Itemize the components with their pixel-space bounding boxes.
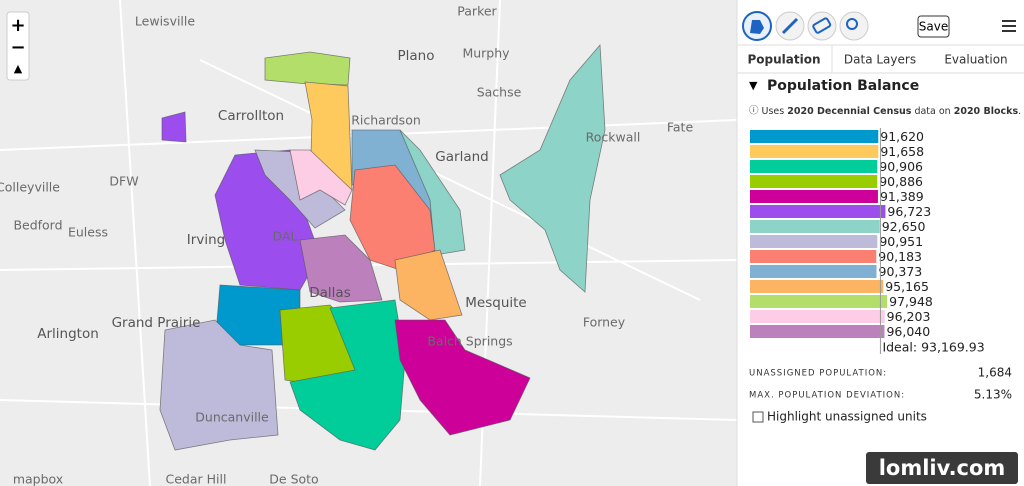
bar-label: 97,948	[889, 294, 933, 309]
map-label: Mesquite	[465, 295, 526, 311]
bar	[750, 265, 877, 278]
bar-label: 91,620	[880, 129, 924, 144]
note-text: Uses	[762, 106, 788, 117]
eraser-icon	[812, 17, 832, 34]
zoom-controls[interactable]: + − ▲	[6, 11, 30, 81]
map-label: Cedar Hill	[166, 472, 227, 486]
map-label: Sachse	[477, 85, 522, 100]
map-label: Balch Springs	[427, 334, 512, 349]
search-tool[interactable]	[839, 11, 869, 41]
map-label: Plano	[398, 48, 435, 64]
population-chart: 91,62091,65890,90690,88691,38996,72392,6…	[750, 128, 985, 355]
map-label: Duncanville	[195, 410, 269, 425]
bar	[750, 130, 879, 143]
note-text: data on	[911, 106, 953, 117]
map-label: DFW	[109, 174, 138, 189]
stat-label: MAX. POPULATION DEVIATION:	[749, 391, 905, 401]
ideal-label: Ideal: 93,169.93	[882, 340, 984, 355]
map-label: DAL	[273, 229, 298, 244]
note-bold: 2020 Blocks	[954, 106, 1019, 117]
bar-label: 90,951	[879, 234, 923, 249]
info-note: ⓘ Uses 2020 Decennial Census data on 202…	[749, 106, 1021, 117]
watermark: lomliv.com	[879, 456, 1006, 480]
tabs: Population Data Layers Evaluation	[737, 44, 1024, 74]
stat-value: 5.13%	[974, 388, 1012, 402]
bar	[750, 220, 880, 233]
zoom-in[interactable]: +	[10, 15, 25, 36]
save-label: Save	[919, 20, 948, 34]
bar-label: 91,658	[880, 144, 924, 159]
map-label: Lewisville	[135, 14, 195, 29]
map-label: Dallas	[309, 285, 350, 301]
bar-label: 90,183	[878, 249, 922, 264]
map-label: mapbox	[13, 472, 63, 486]
checkbox[interactable]	[752, 411, 764, 423]
bar	[750, 295, 888, 308]
bar	[750, 325, 885, 338]
bar	[750, 160, 878, 173]
map-label: Fate	[667, 120, 694, 135]
bar-label: 96,203	[887, 309, 931, 324]
map-label: De Soto	[269, 472, 318, 486]
panel-title: Population Balance	[767, 78, 919, 94]
bar	[750, 145, 879, 158]
map-label: Grand Prairie	[112, 315, 201, 331]
map-label: Irving	[187, 232, 225, 248]
map-label: Bedford	[13, 218, 62, 233]
checkbox-label[interactable]: Highlight unassigned units	[767, 410, 927, 424]
collapse-arrow[interactable]: ▼	[749, 79, 758, 92]
bar	[750, 310, 885, 323]
watermark-box	[866, 452, 1018, 484]
toolbar: Save	[742, 11, 1016, 41]
map-label: Carrollton	[218, 108, 284, 124]
compass[interactable]: ▲	[14, 62, 23, 75]
bar	[750, 205, 886, 218]
tab[interactable]: Population	[747, 53, 820, 67]
bar-label: 91,389	[880, 189, 924, 204]
map-label: Richardson	[351, 113, 421, 128]
zoom-box	[6, 11, 30, 81]
search-icon	[846, 18, 858, 30]
bar	[750, 280, 884, 293]
zoom-out[interactable]: −	[10, 37, 25, 58]
map-label: Forney	[583, 315, 626, 330]
map-label: Euless	[68, 225, 108, 240]
menu-button[interactable]	[1002, 20, 1016, 32]
bar	[750, 175, 878, 188]
bar-label: 90,373	[879, 264, 923, 279]
map-label: Arlington	[37, 326, 99, 342]
map-labels: Lewisville Parker Plano Murphy Carrollton Ric…	[0, 4, 693, 486]
map-label: Parker	[457, 4, 497, 19]
note-text: .	[1018, 106, 1021, 117]
bar-label: 90,886	[879, 174, 923, 189]
bar	[750, 250, 877, 263]
stat-label: UNASSIGNED POPULATION:	[749, 369, 887, 379]
map-label: Murphy	[462, 46, 510, 61]
note-bold: 2020 Decennial Census	[787, 106, 912, 117]
map-label: Colleyville	[0, 180, 60, 195]
eraser-tool[interactable]	[807, 11, 837, 41]
bar-label: 96,723	[887, 204, 931, 219]
stat-value: 1,684	[978, 366, 1012, 380]
districts	[159, 43, 606, 451]
bar-label: 90,906	[879, 159, 923, 174]
bar-label: 96,040	[886, 324, 930, 339]
bar-label: 95,165	[885, 279, 929, 294]
brush-icon	[781, 17, 799, 35]
bar	[750, 190, 878, 203]
save-button[interactable]	[917, 15, 950, 38]
map-label: Garland	[435, 149, 488, 165]
hand-icon	[750, 20, 764, 34]
stats: UNASSIGNED POPULATION: 1,684 MAX. POPULATI…	[749, 366, 1012, 402]
map-label: Rockwall	[586, 130, 641, 145]
tab[interactable]: Evaluation	[944, 53, 1007, 67]
bar	[750, 235, 878, 248]
tab[interactable]: Data Layers	[844, 53, 916, 67]
bar-label: 92,650	[882, 219, 926, 234]
